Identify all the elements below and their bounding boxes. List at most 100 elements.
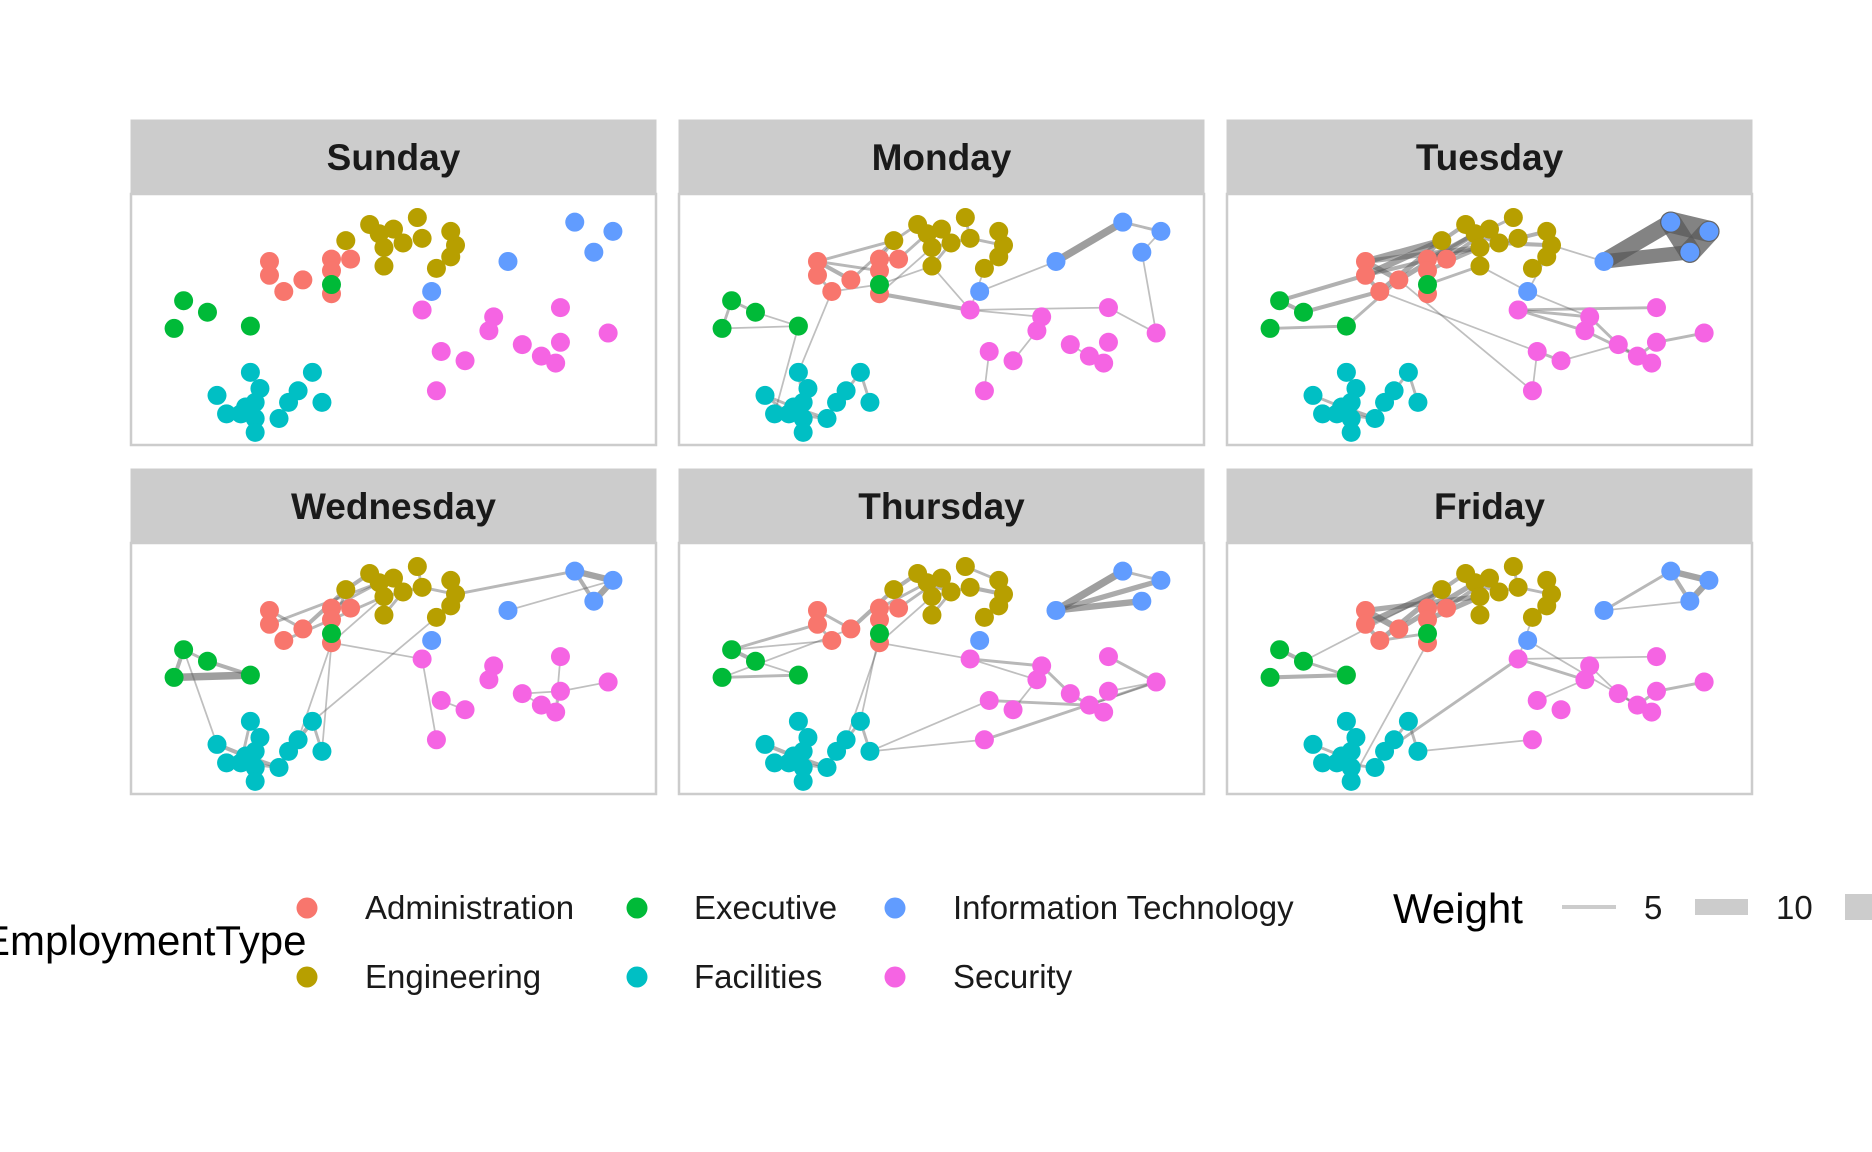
edge: [730, 639, 833, 651]
node-facilities: [1336, 711, 1356, 731]
node-executive: [197, 651, 217, 671]
node-security: [479, 670, 499, 690]
node-executive: [1336, 665, 1356, 685]
edge: [1383, 657, 1520, 753]
node-engineering: [1508, 228, 1528, 248]
node-engineering: [384, 568, 403, 588]
node-information-technology: [1699, 570, 1719, 590]
edge: [330, 641, 423, 660]
node-engineering: [426, 258, 446, 278]
node-administration: [1370, 630, 1390, 650]
node-executive: [164, 318, 184, 338]
node-engineering: [1432, 231, 1452, 251]
node-facilities: [793, 771, 813, 791]
node-security: [1527, 342, 1547, 362]
node-facilities: [1341, 771, 1361, 791]
node-facilities: [1341, 758, 1361, 778]
edge: [1396, 580, 1478, 632]
node-executive: [745, 302, 765, 322]
nodes: [164, 208, 623, 442]
node-facilities: [779, 753, 799, 773]
node-administration: [869, 261, 889, 281]
panel-title: Monday: [872, 137, 1012, 178]
node-information-technology: [1594, 600, 1614, 620]
node-facilities: [850, 711, 870, 731]
node-executive: [788, 316, 808, 336]
node-executive: [1260, 318, 1280, 338]
node-engineering: [989, 221, 1009, 241]
node-security: [960, 649, 980, 669]
node-engineering: [932, 219, 951, 239]
node-engineering: [922, 587, 942, 607]
edge: [968, 657, 1044, 668]
node-information-technology: [970, 630, 990, 650]
node-engineering: [374, 605, 394, 625]
node-facilities: [836, 381, 856, 401]
node-information-technology: [565, 212, 585, 232]
panel-title: Friday: [1434, 486, 1545, 527]
node-administration: [889, 598, 909, 618]
node-facilities: [1313, 753, 1333, 773]
node-information-technology: [1046, 251, 1066, 271]
node-security: [1694, 672, 1714, 692]
node-executive: [240, 665, 260, 685]
node-security: [412, 649, 432, 669]
edge: [1526, 290, 1591, 318]
node-information-technology: [1680, 591, 1700, 611]
edge: [1516, 308, 1587, 333]
node-facilities: [755, 734, 775, 754]
node-information-technology: [603, 221, 623, 241]
node-security: [1522, 730, 1542, 750]
node-facilities: [207, 385, 227, 405]
edge: [1268, 673, 1349, 680]
node-security: [1146, 323, 1166, 343]
legend-label-information-technology: Information Technology: [953, 889, 1294, 926]
node-security: [1627, 346, 1647, 366]
node-security: [1627, 695, 1647, 715]
node-executive: [321, 275, 341, 295]
node-security: [550, 332, 570, 352]
edge: [877, 291, 973, 312]
edge: [773, 325, 800, 415]
node-administration: [1417, 610, 1437, 630]
edge: [878, 641, 971, 660]
node-administration: [341, 249, 361, 269]
node-security: [1608, 684, 1628, 704]
node-engineering: [412, 577, 432, 597]
node-administration: [807, 600, 827, 620]
node-engineering: [1503, 557, 1523, 577]
panel-strip: [678, 119, 1205, 195]
node-information-technology: [498, 251, 518, 271]
node-engineering: [960, 577, 980, 597]
node-administration: [1437, 249, 1457, 269]
node-facilities: [765, 404, 785, 424]
node-administration: [841, 619, 861, 639]
node-engineering: [1508, 577, 1528, 597]
node-security: [1098, 681, 1118, 701]
node-security: [598, 323, 618, 343]
node-engineering: [922, 256, 942, 276]
node-facilities: [779, 404, 799, 424]
node-security: [412, 300, 432, 320]
node-executive: [788, 665, 808, 685]
node-engineering: [441, 570, 461, 590]
edge: [454, 569, 577, 596]
node-engineering: [974, 607, 994, 627]
edge: [1140, 251, 1158, 334]
node-facilities: [836, 730, 856, 750]
node-engineering: [989, 570, 1009, 590]
edge: [1378, 290, 1539, 353]
node-executive: [240, 316, 260, 336]
node-security: [546, 353, 566, 373]
node-facilities: [312, 741, 332, 761]
node-administration: [341, 598, 361, 618]
node-facilities: [1408, 741, 1428, 761]
node-engineering: [922, 605, 942, 625]
node-engineering: [1489, 582, 1509, 602]
edge: [1277, 273, 1368, 303]
nodes: [1260, 208, 1719, 442]
node-security: [1508, 300, 1528, 320]
node-executive: [745, 651, 765, 671]
node-facilities: [1398, 711, 1418, 731]
panel-strip: [130, 468, 657, 544]
